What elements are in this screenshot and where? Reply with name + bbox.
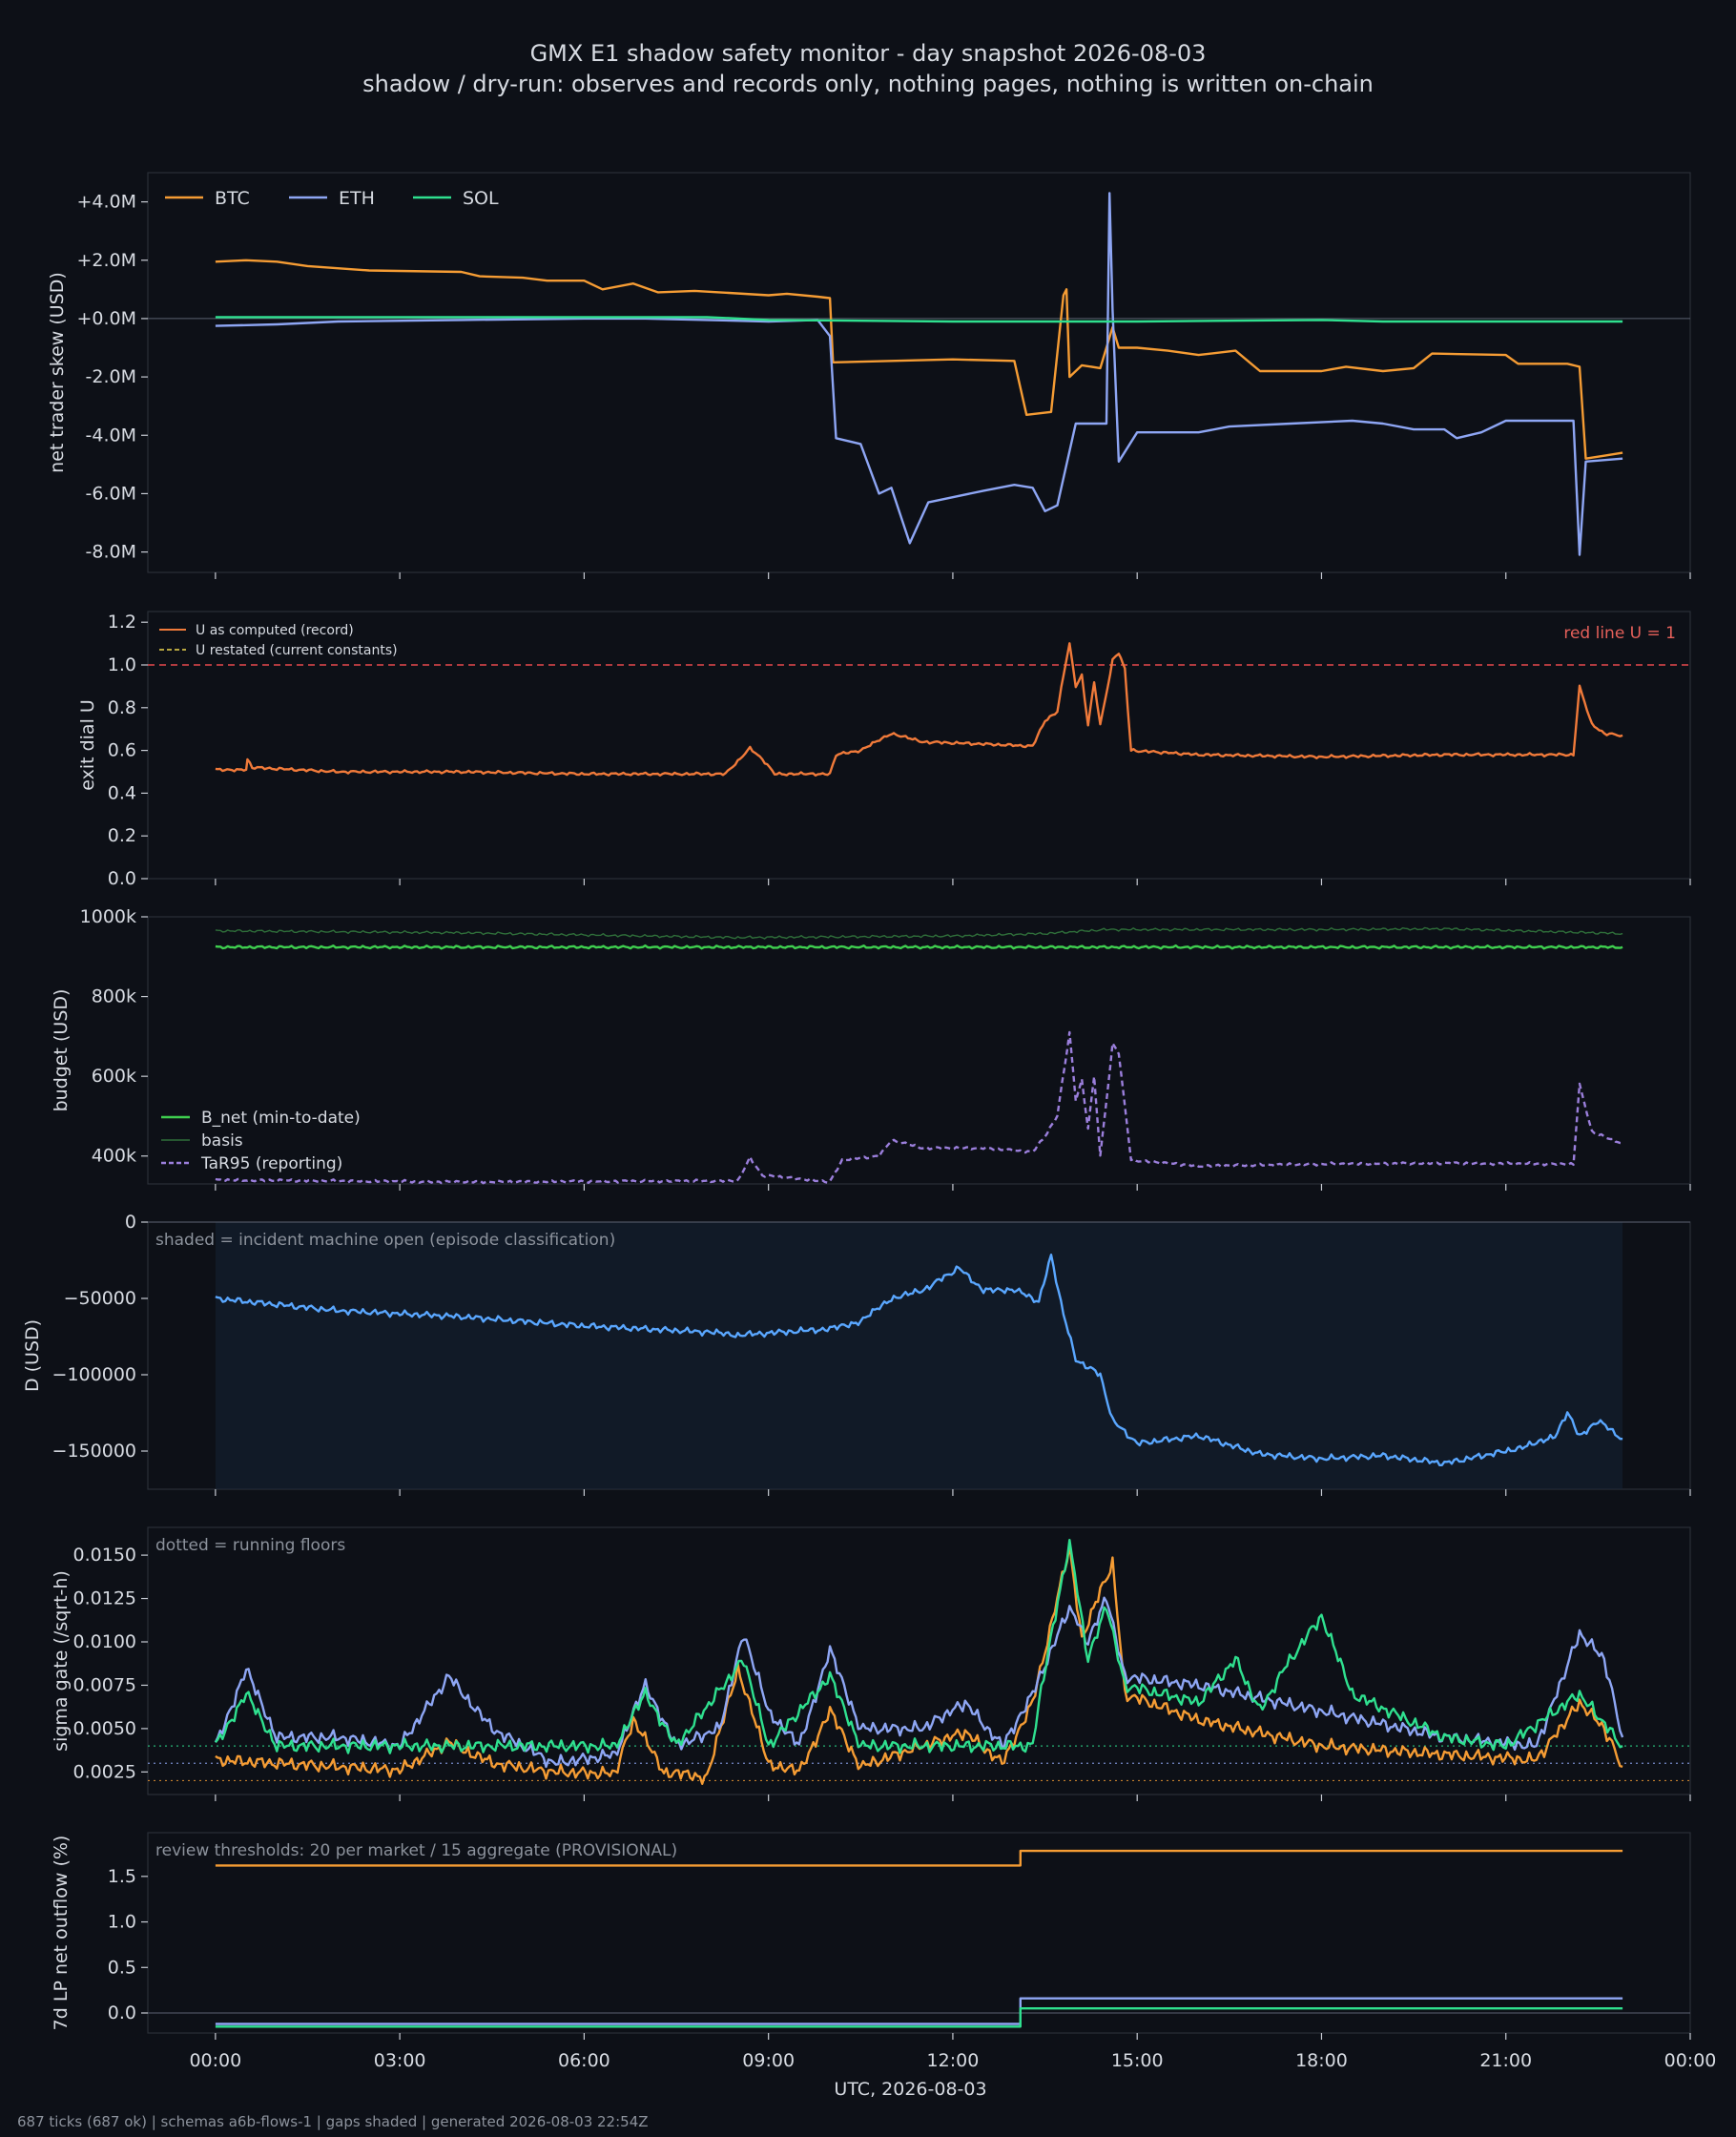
lp-series-btc: [215, 1849, 1623, 1867]
xtick-label: 15:00: [1111, 2050, 1164, 2071]
budget-ylabel: budget (USD): [51, 989, 72, 1112]
skew-ytick-label: -6.0M: [86, 483, 136, 504]
exit-series-u-as-computed-record-: [215, 642, 1623, 777]
sigma-ytick-label: 0.0050: [73, 1718, 136, 1739]
sigma-ytick-label: 0.0150: [73, 1545, 136, 1566]
budget-ytick-label: 1000k: [80, 906, 136, 927]
lp-ytick-label: 1.0: [108, 1912, 136, 1933]
exit-ytick-label: 0.6: [108, 740, 136, 761]
sigma-annotation: dotted = running floors: [155, 1536, 345, 1555]
sigma-ytick-label: 0.0025: [73, 1761, 136, 1782]
exit-ytick-label: 0.0: [108, 868, 136, 889]
d-ytick-label: −100000: [52, 1364, 136, 1385]
xtick-label: 21:00: [1479, 2050, 1532, 2071]
sigma-plot-area: [147, 1526, 1691, 1795]
budget-series-basis: [215, 926, 1623, 940]
xtick-label: 12:00: [927, 2050, 980, 2071]
budget-ytick-label: 600k: [92, 1066, 136, 1087]
skew-ylabel: net trader skew (USD): [47, 272, 68, 473]
legend-label: B_net (min-to-date): [201, 1109, 361, 1128]
skew-ytick-label: -8.0M: [86, 542, 136, 563]
d-series-d: [215, 1254, 1623, 1466]
skew-ytick-label: +0.0M: [76, 308, 136, 329]
legend-label: ETH: [339, 188, 375, 209]
exit-plot-area: [147, 611, 1691, 880]
chart-title: GMX E1 shadow safety monitor - day snaps…: [529, 40, 1207, 67]
lp-ytick-label: 0.0: [108, 2002, 136, 2023]
xtick-label: 09:00: [742, 2050, 795, 2071]
sigma-ytick-label: 0.0125: [73, 1588, 136, 1609]
xtick-label: 00:00: [1664, 2050, 1717, 2071]
budget-ytick-label: 400k: [92, 1146, 136, 1167]
exit-ylabel: exit dial U: [77, 699, 98, 791]
xtick-label: 06:00: [558, 2050, 610, 2071]
skew-ytick-label: +4.0M: [76, 192, 136, 213]
skew-series-eth: [215, 192, 1623, 556]
lp-ytick-label: 0.5: [108, 1957, 136, 1978]
d-shaded-region: [215, 1222, 1623, 1489]
footer-status: 687 ticks (687 ok) | schemas a6b-flows-1…: [17, 2113, 649, 2130]
sigma-series-sol: [214, 1539, 1623, 1754]
legend-label: SOL: [463, 188, 499, 209]
legend-label: U as computed (record): [196, 623, 354, 638]
skew-ytick-label: -2.0M: [86, 366, 136, 387]
xlabel: UTC, 2026-08-03: [834, 2079, 986, 2100]
exit-ytick-label: 0.2: [108, 825, 136, 846]
legend-label: TaR95 (reporting): [200, 1154, 342, 1173]
xtick-label: 18:00: [1295, 2050, 1348, 2071]
redline-label: red line U = 1: [1563, 624, 1676, 643]
skew-series-sol: [215, 316, 1623, 323]
d-ytick-label: −150000: [52, 1441, 136, 1462]
lp-plot-area: [147, 1832, 1691, 2034]
legend-label: BTC: [215, 188, 250, 209]
skew-plot-area: [147, 172, 1691, 573]
lp-ytick-label: 1.5: [108, 1866, 136, 1887]
d-annotation: shaded = incident machine open (episode …: [155, 1231, 615, 1250]
skew-ytick-label: +2.0M: [76, 250, 136, 271]
skew-series-btc: [215, 259, 1623, 460]
d-ytick-label: 0: [125, 1212, 136, 1233]
lp-series-sol: [215, 2007, 1623, 2028]
exit-ytick-label: 1.2: [108, 612, 136, 633]
exit-ytick-label: 0.4: [108, 782, 136, 803]
exit-ytick-label: 0.8: [108, 697, 136, 718]
d-ytick-label: −50000: [64, 1288, 136, 1309]
xtick-label: 00:00: [189, 2050, 241, 2071]
budget-ytick-label: 800k: [92, 986, 136, 1007]
legend-label: U restated (current constants): [196, 643, 398, 658]
sigma-series-eth: [214, 1596, 1624, 1769]
budget-series-b-net-min-to-date-: [215, 944, 1623, 950]
sigma-ytick-label: 0.0100: [73, 1631, 136, 1652]
sigma-ylabel: sigma gate (/sqrt-h): [51, 1570, 72, 1752]
lp-ylabel: 7d LP net outflow (%): [51, 1836, 72, 2031]
budget-series-tar95-reporting-: [215, 1030, 1623, 1185]
lp-annotation: review thresholds: 20 per market / 15 ag…: [155, 1841, 677, 1860]
chart-subtitle: shadow / dry-run: observes and records o…: [362, 71, 1374, 97]
skew-ytick-label: -4.0M: [86, 425, 136, 446]
budget-plot-area: [147, 916, 1691, 1185]
exit-ytick-label: 1.0: [108, 654, 136, 675]
sigma-ytick-label: 0.0075: [73, 1674, 136, 1695]
legend-label: basis: [201, 1131, 243, 1151]
xtick-label: 03:00: [374, 2050, 426, 2071]
d-ylabel: D (USD): [22, 1319, 43, 1392]
